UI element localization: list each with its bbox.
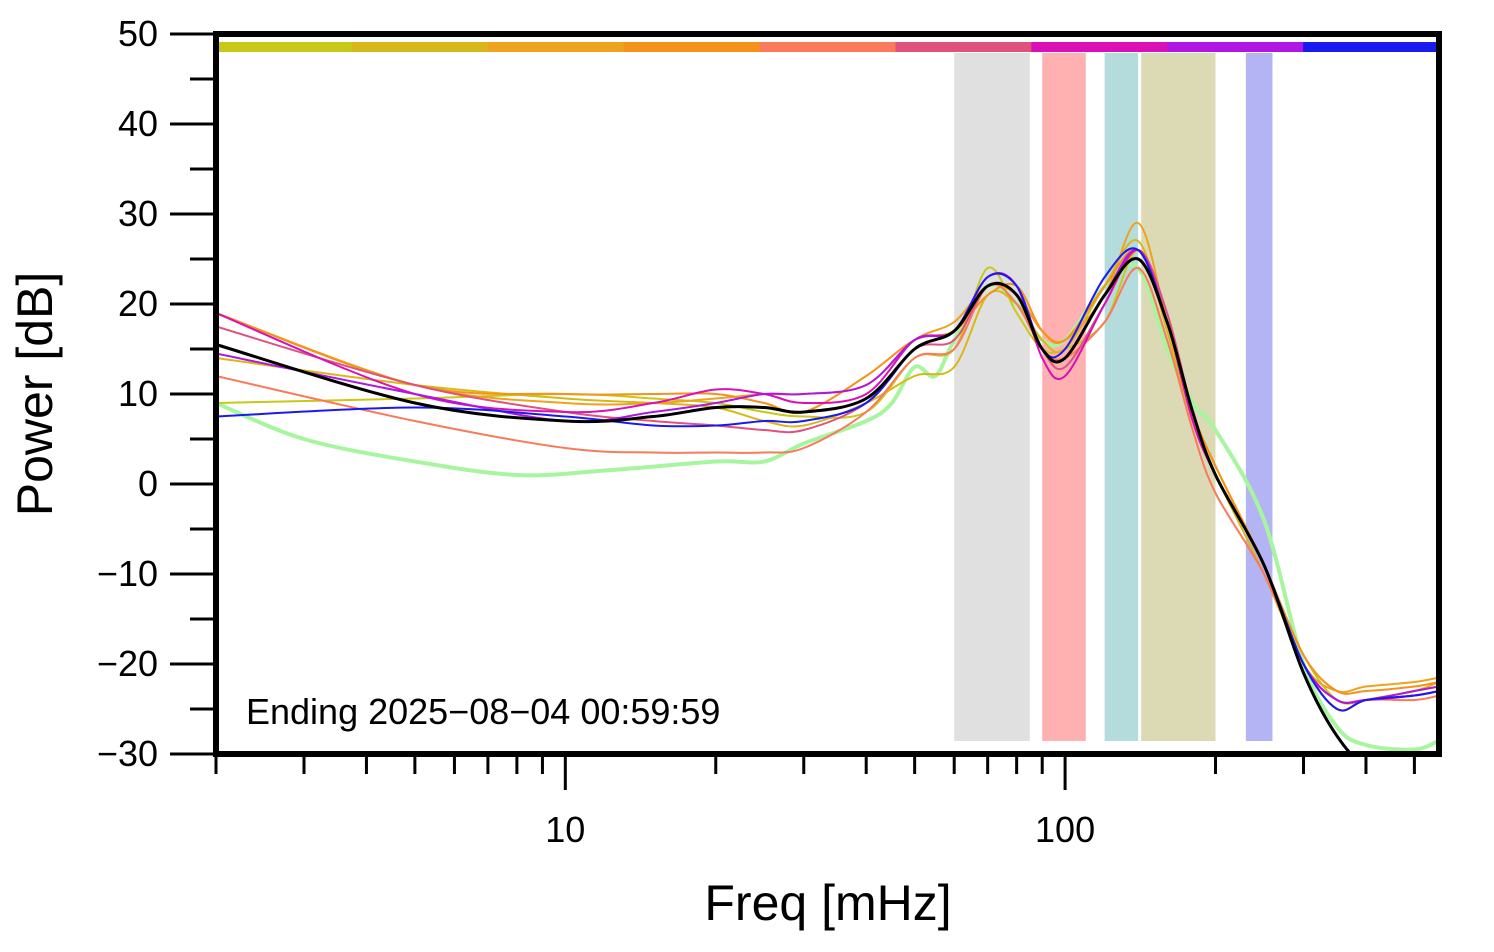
color-strip-segment-4 <box>623 42 761 52</box>
color-strip-segment-7 <box>1031 42 1168 52</box>
frequency-band-4 <box>1141 53 1216 741</box>
series-lines <box>216 221 1439 754</box>
y-tick-label: 50 <box>118 13 158 54</box>
y-axis: 50 40 30 20 10 0 −10 −20 −30 <box>97 13 216 774</box>
frequency-bands <box>954 53 1273 741</box>
x-axis-title: Freq [mHz] <box>704 875 951 931</box>
x-tick-label: 100 <box>1035 809 1095 850</box>
frequency-band-1 <box>954 53 1030 741</box>
y-tick-label: 40 <box>118 103 158 144</box>
color-strip-segment-2 <box>351 42 489 52</box>
color-strip-segment-5 <box>759 42 896 52</box>
color-strip-segment-1 <box>216 42 353 52</box>
color-strip-segment-3 <box>487 42 625 52</box>
y-tick-label: 30 <box>118 193 158 234</box>
frequency-band-2 <box>1042 53 1086 741</box>
frequency-band-3 <box>1104 53 1139 741</box>
ending-annotation: Ending 2025−08−04 00:59:59 <box>246 691 720 732</box>
series-line-11 <box>216 257 1354 754</box>
color-strip-segment-8 <box>1167 42 1304 52</box>
series-line-5 <box>216 248 1439 695</box>
y-tick-label: 0 <box>138 463 158 504</box>
y-axis-title: Power [dB] <box>7 272 63 517</box>
series-line-1 <box>216 262 1439 752</box>
y-tick-label: −30 <box>97 733 158 774</box>
color-strip-segment-6 <box>895 42 1032 52</box>
y-tick-label: −20 <box>97 643 158 684</box>
y-tick-label: 20 <box>118 283 158 324</box>
color-strip-segment-9 <box>1303 42 1440 52</box>
color-strip <box>216 42 1440 52</box>
frequency-band-5 <box>1245 53 1273 741</box>
x-tick-label: 10 <box>545 809 585 850</box>
y-tick-label: −10 <box>97 553 158 594</box>
x-axis: 10 100 <box>214 754 1416 850</box>
y-tick-label: 10 <box>118 373 158 414</box>
